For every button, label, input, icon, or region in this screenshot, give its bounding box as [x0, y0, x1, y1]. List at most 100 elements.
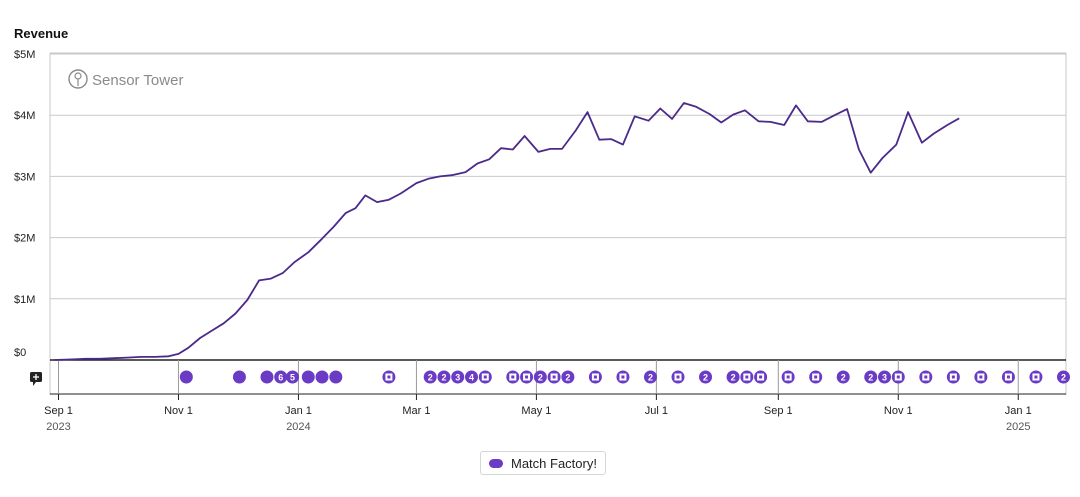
event-marker-dot: [301, 370, 315, 384]
event-marker-count: 2: [565, 372, 570, 382]
event-marker[interactable]: [478, 370, 492, 384]
x-axis: Sep 1 2023 Nov 1 Jan 1 2024 Mar 1 May 1 Jul 1 Se…: [44, 360, 1032, 433]
x-tick-label: May 1: [521, 405, 551, 417]
event-marker[interactable]: 4: [465, 370, 479, 384]
y-tick-label: $5M: [14, 49, 35, 61]
event-marker[interactable]: 3: [451, 370, 465, 384]
event-marker[interactable]: [1029, 370, 1043, 384]
event-marker-update-core: [525, 375, 529, 379]
y-tick-label: $4M: [14, 110, 35, 122]
event-marker-update-core: [786, 375, 790, 379]
event-marker-dot: [437, 370, 451, 384]
x-tick-label: Sep 1: [44, 405, 73, 417]
event-marker-update-core: [1034, 375, 1038, 379]
event-marker[interactable]: [179, 370, 193, 384]
event-marker-dot: [878, 370, 892, 384]
event-marker[interactable]: 5: [286, 370, 300, 384]
event-marker-update-core: [593, 375, 597, 379]
event-marker-count: 2: [868, 372, 873, 382]
series-layer: [54, 102, 960, 361]
x-tick-label: Nov 1: [884, 405, 913, 417]
event-marker[interactable]: [671, 370, 685, 384]
event-marker[interactable]: 6: [274, 370, 288, 384]
event-marker[interactable]: [781, 370, 795, 384]
watermark-text: Sensor Tower: [92, 72, 183, 89]
event-marker-count: 2: [441, 372, 446, 382]
event-marker[interactable]: 2: [699, 370, 713, 384]
event-marker[interactable]: [588, 370, 602, 384]
event-marker-update-core: [483, 375, 487, 379]
event-marker-dot: [699, 370, 713, 384]
event-marker-dot: [726, 370, 740, 384]
x-tick-label: Nov 1: [164, 405, 193, 417]
event-marker-dot: [232, 370, 246, 384]
event-marker-count: 6: [278, 372, 283, 382]
event-marker-count: 3: [455, 372, 460, 382]
sensor-tower-logo-icon: [68, 69, 88, 89]
event-marker[interactable]: [232, 370, 246, 384]
event-marker-update-core: [951, 375, 955, 379]
event-marker-count: 3: [882, 372, 887, 382]
event-marker-count: 5: [290, 372, 295, 382]
event-marker-update-core: [745, 375, 749, 379]
event-marker[interactable]: [891, 370, 905, 384]
legend-swatch: [489, 458, 503, 468]
event-marker-dot: [260, 370, 274, 384]
event-marker[interactable]: [520, 370, 534, 384]
event-marker[interactable]: [547, 370, 561, 384]
event-marker[interactable]: [919, 370, 933, 384]
event-marker-count: 2: [428, 372, 433, 382]
event-marker[interactable]: [740, 370, 754, 384]
event-marker-update-core: [511, 375, 515, 379]
event-marker-dot: [329, 370, 343, 384]
annotation-icon[interactable]: [30, 372, 42, 386]
y-tick-label: $3M: [14, 171, 35, 183]
event-marker-count: 2: [648, 372, 653, 382]
event-marker[interactable]: [754, 370, 768, 384]
event-marker-update-core: [814, 375, 818, 379]
event-marker[interactable]: [974, 370, 988, 384]
event-marker[interactable]: 2: [423, 370, 437, 384]
event-marker-update-core: [1006, 375, 1010, 379]
event-marker[interactable]: [315, 370, 329, 384]
event-marker[interactable]: [301, 370, 315, 384]
x-tick-label: Sep 1: [764, 405, 793, 417]
event-marker-count: 2: [538, 372, 543, 382]
event-marker-dot: [315, 370, 329, 384]
event-marker[interactable]: 2: [1056, 370, 1070, 384]
grid-layer: [49, 52, 1067, 395]
event-marker-count: 2: [731, 372, 736, 382]
x-tick-year-label: 2024: [286, 421, 310, 433]
event-marker[interactable]: 2: [864, 370, 878, 384]
event-marker[interactable]: 3: [878, 370, 892, 384]
event-marker-dot: [836, 370, 850, 384]
legend[interactable]: Match Factory!: [480, 451, 606, 475]
event-marker-dot: [274, 370, 288, 384]
event-marker[interactable]: 2: [561, 370, 575, 384]
event-marker[interactable]: 2: [726, 370, 740, 384]
event-marker[interactable]: [506, 370, 520, 384]
event-marker[interactable]: [1001, 370, 1015, 384]
event-marker[interactable]: [260, 370, 274, 384]
x-tick-year-label: 2025: [1006, 421, 1030, 433]
y-tick-label: $2M: [14, 233, 35, 245]
event-marker-update-core: [896, 375, 900, 379]
event-marker-update-core: [387, 375, 391, 379]
event-marker[interactable]: 2: [836, 370, 850, 384]
event-marker-update-core: [621, 375, 625, 379]
event-marker-dot: [1056, 370, 1070, 384]
legend-label: Match Factory!: [511, 455, 597, 471]
event-marker[interactable]: 2: [533, 370, 547, 384]
event-marker[interactable]: 2: [643, 370, 657, 384]
event-marker[interactable]: [382, 370, 396, 384]
x-tick-year-label: 2023: [46, 421, 70, 433]
event-marker-dot: [561, 370, 575, 384]
event-marker[interactable]: 2: [437, 370, 451, 384]
event-marker[interactable]: [809, 370, 823, 384]
event-marker-update-core: [759, 375, 763, 379]
event-marker-dot: [465, 370, 479, 384]
event-marker[interactable]: [616, 370, 630, 384]
event-marker[interactable]: [329, 370, 343, 384]
event-marker[interactable]: [946, 370, 960, 384]
